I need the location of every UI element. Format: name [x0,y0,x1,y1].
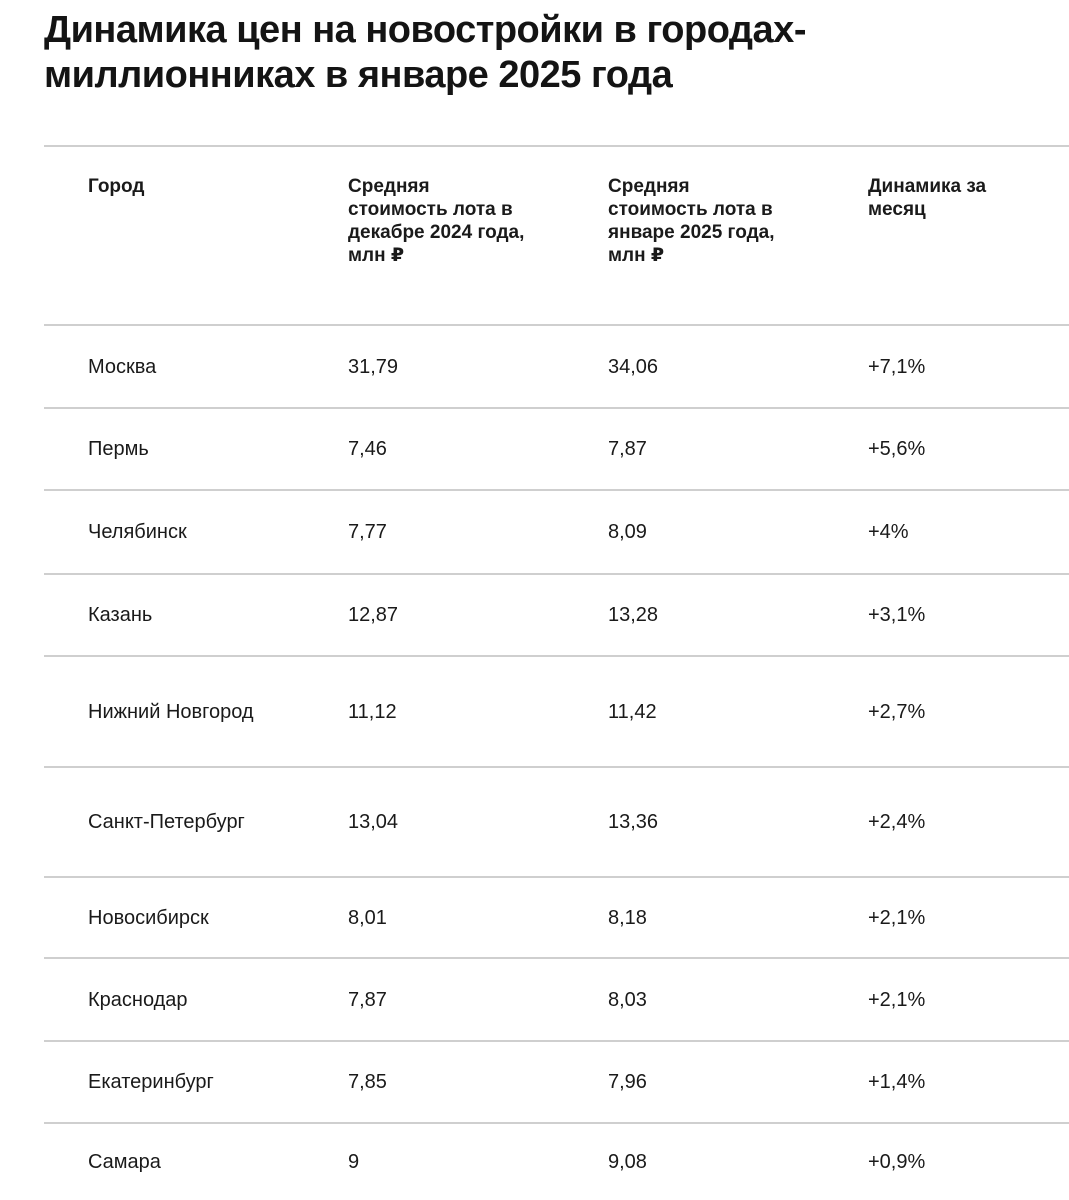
table-row: Екатеринбург 7,85 7,96 +1,4% [44,1042,1069,1124]
change-cell: +2,4% [868,811,926,833]
table-row: Краснодар 7,87 8,03 +2,1% [44,959,1069,1042]
jan-price-cell: 8,18 [608,906,647,929]
jan-price-cell: 7,96 [608,1071,647,1093]
change-cell: +2,7% [868,700,926,723]
jan-price-cell: 13,28 [608,604,659,626]
change-cell: +2,1% [868,988,926,1011]
jan-price-cell: 8,09 [608,521,647,543]
jan-price-cell: 34,06 [608,355,659,378]
change-cell: +7,1% [868,355,926,378]
table-row: Казань 12,87 13,28 +3,1% [44,575,1069,657]
header-jan-price: Средняя стоимость лота в январе 2025 год… [608,176,775,266]
dec-price-cell: 31,79 [348,355,399,378]
city-cell: Нижний Новгород [88,700,254,723]
table-row: Пермь 7,46 7,87 +5,6% [44,409,1069,491]
dec-price-cell: 12,87 [348,604,399,626]
city-cell: Челябинск [88,521,187,543]
dec-price-cell: 9 [348,1151,360,1173]
header-dec-price: Средняя стоимость лота в декабре 2024 го… [348,176,525,266]
dec-price-cell: 7,77 [348,521,387,543]
city-cell: Екатеринбург [88,1071,214,1093]
dec-price-cell: 11,12 [348,700,397,723]
table-row: Санкт-Петербург 13,04 13,36 +2,4% [44,768,1069,878]
jan-price-cell: 13,36 [608,811,659,833]
city-cell: Санкт-Петербург [88,811,245,833]
change-cell: +2,1% [868,906,926,929]
city-cell: Самара [88,1151,161,1173]
city-cell: Казань [88,604,153,626]
city-cell: Новосибирск [88,906,209,929]
jan-price-cell: 8,03 [608,988,647,1011]
price-table: Город Средняя стоимость лота в декабре 2… [44,145,1069,1200]
change-cell: +3,1% [868,604,926,626]
header-change: Динамика за месяц [868,176,987,220]
change-cell: +0,9% [868,1151,926,1173]
change-cell: +4% [868,521,909,543]
table-row: Самара 9 9,08 +0,9% [44,1124,1069,1200]
jan-price-cell: 7,87 [608,438,647,460]
change-cell: +5,6% [868,438,926,460]
jan-price-cell: 9,08 [608,1151,647,1173]
jan-price-cell: 11,42 [608,700,657,723]
dec-price-cell: 8,01 [348,906,387,929]
table-header: Город Средняя стоимость лота в декабре 2… [44,147,1069,326]
table-row: Новосибирск 8,01 8,18 +2,1% [44,878,1069,959]
dec-price-cell: 7,87 [348,988,387,1011]
city-cell: Москва [88,355,157,378]
table-row: Нижний Новгород 11,12 11,42 +2,7% [44,657,1069,768]
dec-price-cell: 7,46 [348,438,387,460]
city-cell: Краснодар [88,988,188,1011]
table-row: Москва 31,79 34,06 +7,1% [44,326,1069,409]
page-title: Динамика цен на новостройки в городах-ми… [44,9,806,96]
city-cell: Пермь [88,438,149,460]
dec-price-cell: 13,04 [348,811,399,833]
change-cell: +1,4% [868,1071,926,1093]
table-row: Челябинск 7,77 8,09 +4% [44,491,1069,575]
dec-price-cell: 7,85 [348,1071,387,1093]
header-city: Город [88,176,145,197]
